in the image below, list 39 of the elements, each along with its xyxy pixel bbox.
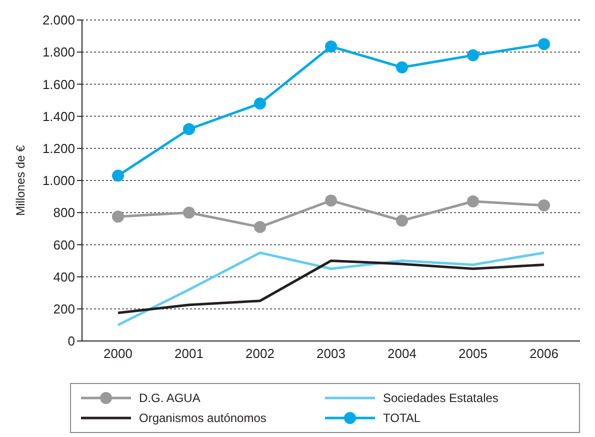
line-series <box>116 260 546 314</box>
y-tick-label: 1.400 <box>42 108 75 124</box>
x-tick-label: 2002 <box>246 346 274 362</box>
y-axis-title: Millones de € <box>13 144 28 216</box>
point <box>396 214 408 227</box>
line-series <box>116 251 546 326</box>
legend-label: Sociedades Estatales <box>382 390 500 407</box>
y-tick-label: 400 <box>53 269 75 284</box>
point <box>183 123 195 136</box>
legend-label: D.G. AGUA <box>138 390 202 407</box>
point <box>325 194 337 207</box>
y-tick-label: 1.200 <box>42 141 75 156</box>
y-tick-label: 2.000 <box>42 12 75 28</box>
y-tick-label: 1.800 <box>42 44 75 60</box>
point <box>325 40 337 52</box>
x-tick-label: 2005 <box>458 346 488 362</box>
point <box>112 170 124 182</box>
y-tick-label: 1.600 <box>42 76 75 92</box>
point <box>396 61 408 74</box>
y-tick-label: 200 <box>53 302 75 317</box>
x-tick-label: 2001 <box>174 346 204 362</box>
y-tick-label: 600 <box>53 237 75 252</box>
y-tick-label: 0 <box>68 334 75 349</box>
point <box>254 221 266 234</box>
legend-label: Organismos autónomos <box>138 410 268 427</box>
point <box>538 199 550 212</box>
x-tick-label: 2004 <box>388 346 416 362</box>
point <box>467 195 479 208</box>
point <box>254 97 266 110</box>
legend-label: TOTAL <box>382 410 422 427</box>
point <box>538 38 550 50</box>
x-tick-label: 2000 <box>104 346 132 362</box>
y-tick-label: 800 <box>53 205 75 220</box>
point <box>183 206 195 219</box>
y-tick-label: 1.000 <box>42 173 75 188</box>
x-tick-label: 2003 <box>316 346 346 362</box>
point <box>467 49 479 62</box>
point <box>112 210 124 223</box>
x-tick-label: 2006 <box>530 346 558 362</box>
